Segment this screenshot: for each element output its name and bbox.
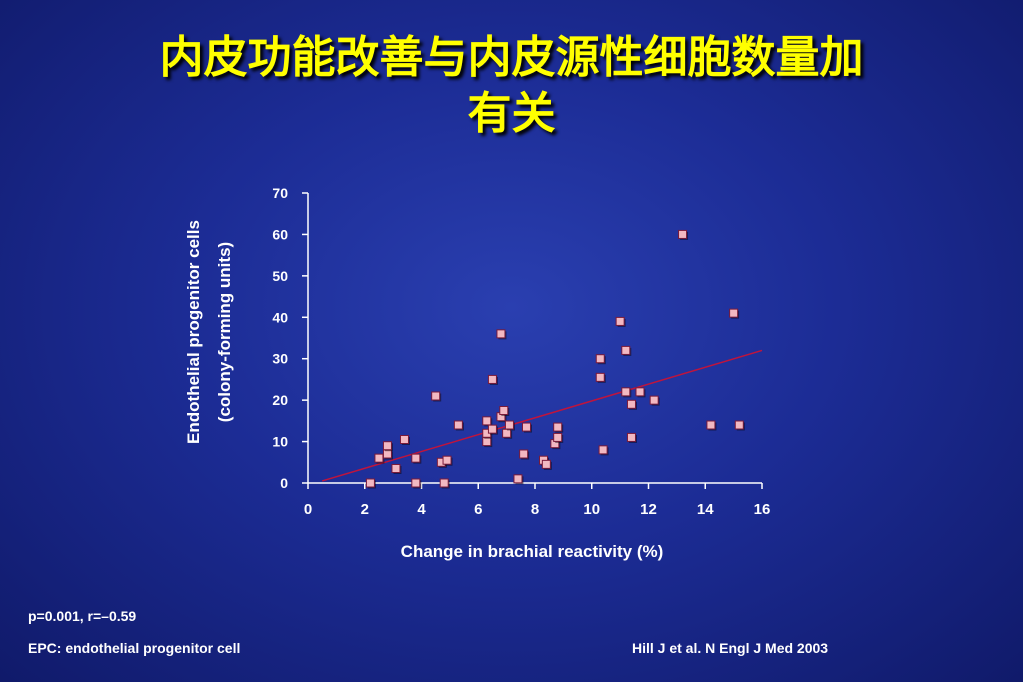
data-point [635,387,645,397]
y-tick-label: 70 [272,185,288,201]
y-tick-label: 50 [272,268,288,284]
data-point [487,374,497,384]
y-axis-label: Endothelial progenitor cells (colony-for… [184,220,234,444]
data-point [519,449,529,459]
chart-axes: 0 10 20 30 40 50 60 70 0 2 4 6 8 10 12 14 16 [272,185,770,518]
data-point [649,395,659,405]
trend-line-group [321,349,763,482]
x-tick-label: 14 [697,501,714,518]
data-point [541,459,551,469]
slide-title-line-2: 有关 [467,88,556,139]
x-tick-label: 0 [304,501,312,518]
x-tick-label: 12 [640,501,657,518]
data-point [513,474,523,484]
data-point [499,406,509,415]
data-point [374,453,384,463]
data-point [382,441,392,451]
data-point [504,420,514,430]
data-point [598,445,608,455]
data-point [365,478,375,488]
data-point [621,345,631,355]
data-point [482,416,492,426]
data-point [615,316,625,326]
y-tick-label: 40 [272,309,288,325]
source-citation: Hill J et al. N Engl J Med 2003 [632,640,829,656]
data-point [621,387,631,397]
x-tick-label: 10 [583,501,600,518]
y-tick-label: 10 [272,434,288,450]
data-point [729,308,739,318]
data-point [595,372,605,382]
y-tick-label: 20 [272,392,288,408]
x-tick-label: 4 [417,501,426,518]
y-tick-label: 60 [272,226,288,242]
data-point [626,399,636,409]
data-point [706,420,716,430]
data-point [595,354,605,364]
stats-footnote: p=0.001, r=–0.59 [28,608,137,624]
data-point [411,453,421,463]
data-point [487,424,497,434]
x-tick-label: 8 [531,501,539,518]
y-axis-label-line-1: Endothelial progenitor cells [184,220,203,444]
data-points [365,229,745,489]
x-tick-label: 6 [474,501,482,518]
data-point [521,422,531,432]
data-point [626,432,636,442]
data-point [391,464,401,473]
data-point [431,391,441,401]
data-point [453,420,463,430]
data-point [411,478,421,488]
data-point [442,455,452,465]
data-point [399,435,409,444]
y-axis-label-line-2: (colony-forming units) [215,242,234,422]
data-point [553,432,563,442]
regression-line [321,349,763,482]
y-tick-label: 0 [280,475,288,491]
y-tick-label: 30 [272,351,288,367]
slide-title-line-1: 内皮功能改善与内皮源性细胞数量加 [159,32,864,83]
x-tick-label: 16 [754,501,771,518]
x-tick-label: 2 [361,501,369,518]
data-point [439,478,449,488]
data-point [496,329,506,339]
abbreviation-footnote: EPC: endothelial progenitor cell [28,640,241,656]
data-point [553,422,563,432]
data-point [734,420,744,430]
data-point [678,229,688,239]
x-axis-label: Change in brachial reactivity (%) [401,542,664,561]
